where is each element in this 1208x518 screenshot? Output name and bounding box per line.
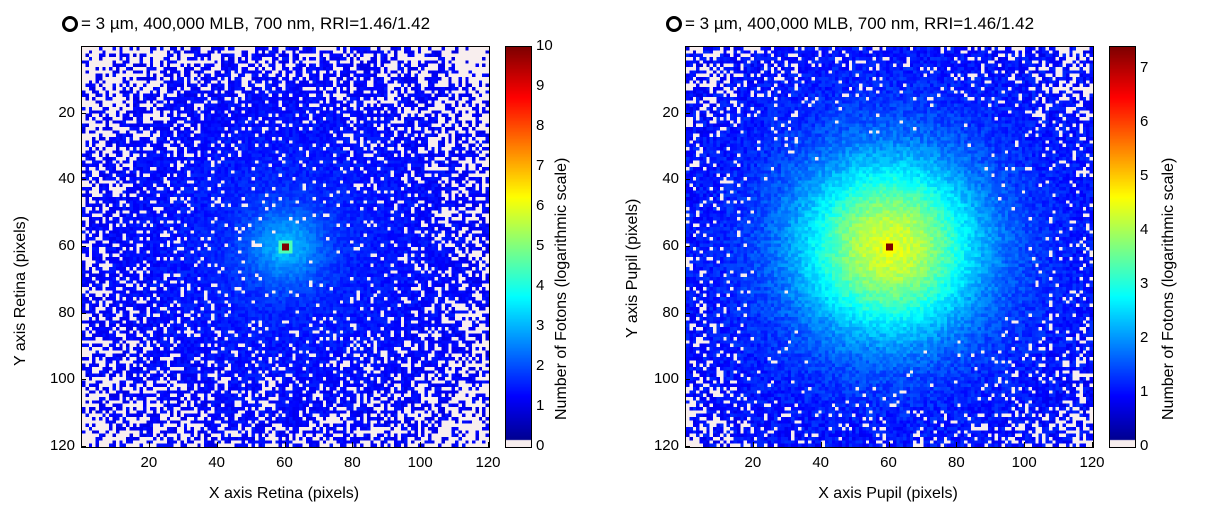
x-tick-mark bbox=[752, 442, 754, 447]
y-tick-label: 80 bbox=[58, 303, 75, 321]
pupil-heatmap-canvas bbox=[686, 47, 1093, 447]
colorbar-tick-label: 1 bbox=[1140, 382, 1149, 400]
colorbar-tick-label: 7 bbox=[536, 157, 545, 174]
colorbar-tick-label: 5 bbox=[536, 237, 545, 254]
y-tick-label: 20 bbox=[662, 103, 679, 121]
x-tick-mark bbox=[420, 442, 422, 447]
colorbar-tick-label: 6 bbox=[1140, 112, 1149, 130]
y-tick-mark bbox=[685, 179, 690, 181]
colorbar-tick-label: 6 bbox=[536, 197, 545, 214]
y-tick-mark bbox=[81, 179, 86, 181]
colorbar-tick-label: 2 bbox=[536, 357, 545, 374]
pupil-colorbar bbox=[1109, 46, 1136, 448]
pupil-colorbar-canvas bbox=[1110, 47, 1135, 447]
y-tick-label: 60 bbox=[58, 237, 75, 254]
x-tick-mark bbox=[820, 442, 822, 447]
retina-title: = 3 µm, 400,000 MLB, 700 nm, RRI=1.46/1.… bbox=[62, 14, 430, 34]
colorbar-tick-label: 10 bbox=[536, 37, 553, 54]
y-tick-mark bbox=[685, 312, 690, 314]
x-tick-label: 100 bbox=[1011, 454, 1037, 471]
circle-icon bbox=[666, 16, 682, 32]
x-tick-label: 60 bbox=[880, 454, 897, 471]
x-tick-mark bbox=[888, 442, 890, 447]
pupil-colorbar-label: Number of Fotons (logarithmic scale) bbox=[1160, 157, 1177, 420]
pupil-title-text: = 3 µm, 400,000 MLB, 700 nm, RRI=1.46/1.… bbox=[685, 14, 1035, 33]
colorbar-tick-label: 3 bbox=[536, 317, 545, 334]
x-tick-mark bbox=[148, 442, 150, 447]
y-tick-label: 100 bbox=[653, 370, 679, 388]
retina-colorbar-label: Number of Fotons (logarithmic scale) bbox=[553, 157, 570, 420]
y-tick-label: 80 bbox=[662, 303, 679, 321]
pupil-x-label: X axis Pupil (pixels) bbox=[818, 485, 958, 502]
x-tick-mark bbox=[216, 442, 218, 447]
colorbar-tick-label: 0 bbox=[1140, 437, 1149, 454]
colorbar-tick-label: 2 bbox=[1140, 328, 1149, 346]
x-tick-label: 20 bbox=[140, 454, 158, 471]
y-tick-mark bbox=[685, 246, 690, 247]
y-tick-mark bbox=[685, 379, 690, 381]
x-tick-mark bbox=[1024, 442, 1026, 447]
x-tick-label: 120 bbox=[475, 454, 501, 471]
circle-icon bbox=[62, 16, 78, 32]
colorbar-tick-label: 8 bbox=[536, 117, 545, 134]
x-tick-mark bbox=[284, 442, 286, 447]
x-tick-mark bbox=[488, 442, 489, 447]
x-tick-label: 60 bbox=[276, 454, 293, 471]
y-tick-mark bbox=[685, 112, 690, 114]
y-tick-mark bbox=[685, 446, 690, 447]
colorbar-tick-label: 1 bbox=[536, 397, 545, 414]
retina-colorbar-canvas bbox=[506, 47, 531, 447]
x-tick-label: 20 bbox=[744, 454, 762, 471]
x-tick-label: 80 bbox=[947, 454, 965, 471]
retina-heatmap bbox=[81, 46, 490, 448]
y-tick-label: 40 bbox=[58, 170, 75, 188]
y-tick-label: 60 bbox=[662, 237, 679, 254]
retina-colorbar bbox=[505, 46, 532, 448]
y-tick-label: 120 bbox=[653, 437, 679, 454]
x-tick-label: 40 bbox=[812, 454, 829, 471]
colorbar-tick-label: 7 bbox=[1140, 58, 1149, 76]
colorbar-tick-label: 4 bbox=[1140, 220, 1149, 238]
x-tick-label: 80 bbox=[343, 454, 361, 471]
colorbar-tick-label: 3 bbox=[1140, 274, 1149, 292]
retina-title-text: = 3 µm, 400,000 MLB, 700 nm, RRI=1.46/1.… bbox=[81, 14, 431, 33]
y-tick-mark bbox=[81, 379, 86, 381]
colorbar-tick-label: 5 bbox=[1140, 166, 1149, 184]
x-tick-mark bbox=[956, 442, 958, 447]
retina-y-label: Y axis Retina (pixels) bbox=[12, 216, 29, 366]
x-tick-label: 40 bbox=[208, 454, 225, 471]
colorbar-tick-label: 9 bbox=[536, 77, 545, 94]
pupil-title: = 3 µm, 400,000 MLB, 700 nm, RRI=1.46/1.… bbox=[666, 14, 1034, 34]
y-tick-mark bbox=[81, 246, 86, 247]
pupil-panel: = 3 µm, 400,000 MLB, 700 nm, RRI=1.46/1.… bbox=[604, 0, 1208, 518]
y-tick-label: 120 bbox=[49, 437, 75, 454]
y-tick-label: 20 bbox=[58, 103, 75, 121]
y-tick-label: 40 bbox=[662, 170, 679, 188]
y-tick-mark bbox=[81, 312, 86, 314]
retina-heatmap-canvas bbox=[82, 47, 489, 447]
pupil-y-label: Y axis Pupil (pixels) bbox=[624, 198, 641, 338]
x-tick-mark bbox=[1092, 442, 1093, 447]
y-tick-label: 100 bbox=[49, 370, 75, 388]
x-tick-mark bbox=[352, 442, 354, 447]
pupil-heatmap bbox=[685, 46, 1094, 448]
retina-x-label: X axis Retina (pixels) bbox=[208, 485, 360, 502]
colorbar-tick-label: 0 bbox=[536, 437, 545, 454]
y-tick-mark bbox=[81, 112, 86, 114]
y-tick-mark bbox=[81, 446, 86, 447]
x-tick-label: 100 bbox=[407, 454, 433, 471]
x-tick-label: 120 bbox=[1079, 454, 1105, 471]
colorbar-tick-label: 4 bbox=[536, 277, 545, 294]
retina-panel: = 3 µm, 400,000 MLB, 700 nm, RRI=1.46/1.… bbox=[12, 14, 570, 502]
